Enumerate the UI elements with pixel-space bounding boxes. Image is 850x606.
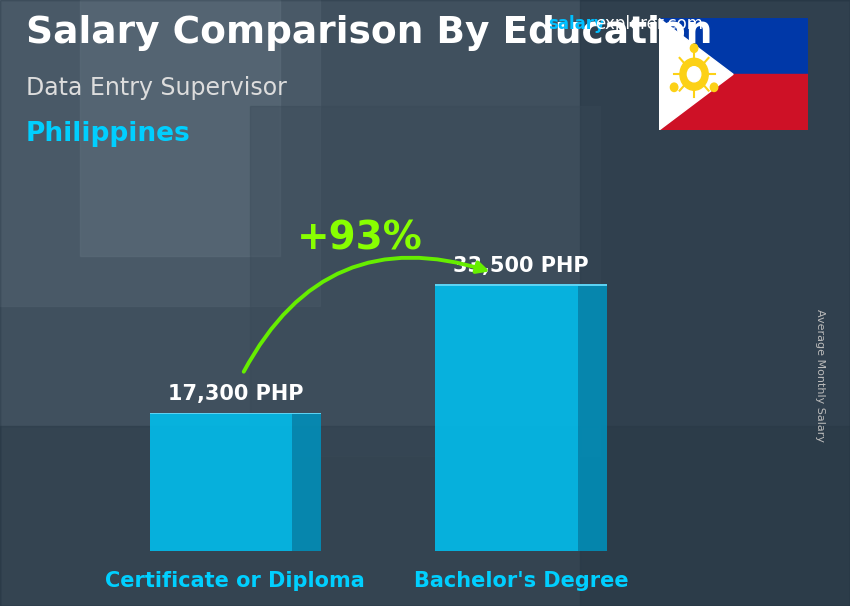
Bar (0, 0, 320, 306)
Circle shape (688, 67, 700, 82)
Polygon shape (578, 285, 607, 551)
Bar (580, 0, 850, 606)
Circle shape (690, 44, 698, 52)
Bar (250, 106, 600, 456)
Text: explorer.com: explorer.com (595, 15, 703, 33)
Bar (0, 426, 850, 606)
Text: 33,500 PHP: 33,500 PHP (453, 256, 589, 276)
Text: Certificate or Diploma: Certificate or Diploma (105, 571, 366, 591)
Bar (150, 414, 292, 551)
Bar (435, 285, 578, 551)
Text: 17,300 PHP: 17,300 PHP (167, 384, 303, 404)
Polygon shape (292, 414, 321, 551)
Circle shape (711, 83, 717, 92)
Text: salary: salary (548, 15, 605, 33)
Circle shape (671, 83, 677, 92)
Polygon shape (150, 413, 321, 414)
Text: Philippines: Philippines (26, 121, 190, 147)
Text: +93%: +93% (298, 220, 423, 258)
Text: Data Entry Supervisor: Data Entry Supervisor (26, 76, 286, 100)
Text: Salary Comparison By Education: Salary Comparison By Education (26, 15, 711, 51)
Bar (659, 18, 808, 75)
Text: Bachelor's Degree: Bachelor's Degree (414, 571, 628, 591)
Text: Average Monthly Salary: Average Monthly Salary (815, 309, 825, 442)
Bar (659, 75, 808, 130)
Polygon shape (659, 18, 733, 130)
Bar (80, 0, 280, 256)
Circle shape (680, 58, 708, 90)
Polygon shape (435, 284, 607, 285)
